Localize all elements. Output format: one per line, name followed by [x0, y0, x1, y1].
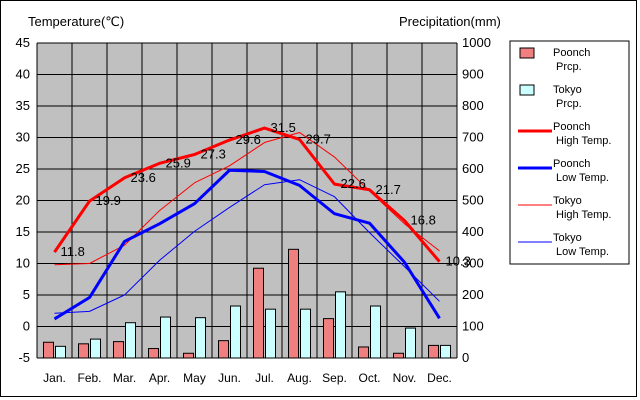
data-label: 23.6	[131, 170, 156, 185]
data-label: 11.8	[61, 244, 85, 259]
data-label: 29.7	[306, 131, 331, 146]
poonch_prcp-bar	[288, 248, 299, 359]
data-label: 16.8	[411, 213, 436, 228]
right-tick-label: 200	[462, 287, 484, 302]
tokyo_prcp-bar	[160, 316, 171, 359]
right-axis-title: Precipitation(mm)	[399, 14, 501, 29]
data-label: 21.7	[376, 182, 401, 197]
legend: Poonch Prcp. Tokyo Prcp. Poonch High Temp. Poo…	[509, 40, 630, 265]
month-label: May	[183, 371, 206, 385]
right-tick-label: 900	[462, 67, 484, 82]
tokyo_prcp-bar	[55, 345, 66, 359]
month-label: Aug.	[287, 371, 312, 385]
month-label: Jun.	[218, 371, 241, 385]
right-tick-label: 1000	[462, 35, 491, 50]
poonch_high-line	[53, 126, 441, 263]
legend-entry: Prcp.	[556, 98, 582, 110]
poonch_prcp-bar	[148, 348, 159, 359]
tokyo_prcp-bar	[405, 327, 416, 359]
left-tick-label: 30	[16, 130, 30, 145]
legend-entry: High Temp.	[556, 209, 611, 221]
legend-entry: Poonch	[553, 121, 590, 133]
tokyo_prcp-bar	[90, 338, 101, 359]
right-tick-label: 600	[462, 161, 484, 176]
poonch_prcp-bar	[183, 352, 194, 359]
poonch_prcp-bar	[43, 341, 54, 359]
poonch_prcp-bar	[358, 346, 369, 359]
poonch_prcp-bar	[113, 341, 124, 359]
data-label: 19.9	[96, 193, 121, 208]
legend-entry: Low Temp.	[556, 172, 609, 184]
left-tick-label: 20	[16, 193, 30, 208]
tokyo_prcp-bar	[370, 305, 381, 359]
legend-entry: Low Temp.	[556, 246, 609, 258]
legend-entry: Tokyo	[553, 232, 582, 244]
left-tick-label: 35	[16, 98, 30, 113]
left-tick-label: 0	[23, 319, 30, 334]
data-label: 31.5	[271, 120, 296, 135]
data-label: 27.3	[201, 147, 226, 162]
right-tick-label: 800	[462, 98, 484, 113]
tokyo_prcp-bar	[335, 291, 346, 359]
data-label: 25.9	[166, 155, 191, 170]
left-tick-label: 10	[16, 256, 30, 271]
poonch_prcp-bar	[393, 352, 404, 359]
tokyo_prcp-bar	[230, 305, 241, 359]
left-tick-label: 5	[23, 287, 30, 302]
tokyo_prcp-bar	[265, 308, 276, 359]
tokyo_low-line	[54, 179, 440, 314]
poonch_prcp-bar	[323, 318, 334, 359]
legend-swatch	[519, 84, 535, 96]
right-tick-label: 700	[462, 130, 484, 145]
poonch_prcp-bar	[428, 344, 439, 359]
right-tick-label: 300	[462, 256, 484, 271]
right-tick-label: 100	[462, 319, 484, 334]
month-label: Nov.	[393, 371, 417, 385]
month-label: Oct.	[358, 371, 380, 385]
month-label: Jan.	[43, 371, 66, 385]
poonch_prcp-bar	[78, 343, 89, 359]
left-tick-label: 40	[16, 67, 30, 82]
month-label: Apr.	[149, 371, 170, 385]
month-label: Dec.	[427, 371, 452, 385]
legend-swatch	[519, 47, 535, 59]
tokyo_prcp-bar	[300, 308, 311, 359]
legend-entry: Tokyo	[553, 84, 582, 96]
left-tick-label: -5	[18, 350, 30, 365]
tokyo_prcp-bar	[440, 344, 451, 359]
right-tick-label: 500	[462, 193, 484, 208]
tokyo_prcp-bar	[195, 317, 206, 359]
right-tick-label: 0	[462, 350, 469, 365]
data-label: 22.6	[341, 176, 366, 191]
left-tick-label: 25	[16, 161, 30, 176]
legend-box	[509, 40, 630, 265]
left-axis-title: Temperature(℃)	[28, 14, 124, 29]
right-tick-label: 400	[462, 224, 484, 239]
left-tick-label: 45	[16, 35, 30, 50]
legend-entry: Tokyo	[553, 195, 582, 207]
left-tick-label: 15	[16, 224, 30, 239]
month-label: Sep.	[322, 371, 347, 385]
legend-entry: Poonch	[553, 158, 590, 170]
tokyo_prcp-bar	[125, 322, 136, 359]
month-label: Jul.	[255, 371, 274, 385]
legend-entry: High Temp.	[556, 135, 611, 147]
data-label: 10.3	[446, 254, 471, 269]
legend-entry: Prcp.	[556, 61, 582, 73]
poonch_low-line	[53, 168, 441, 321]
month-label: Mar.	[113, 371, 136, 385]
poonch_prcp-bar	[253, 267, 264, 359]
poonch_prcp-bar	[218, 340, 229, 359]
data-label: 29.6	[236, 132, 261, 147]
legend-entry: Poonch	[553, 47, 590, 59]
month-label: Feb.	[77, 371, 101, 385]
